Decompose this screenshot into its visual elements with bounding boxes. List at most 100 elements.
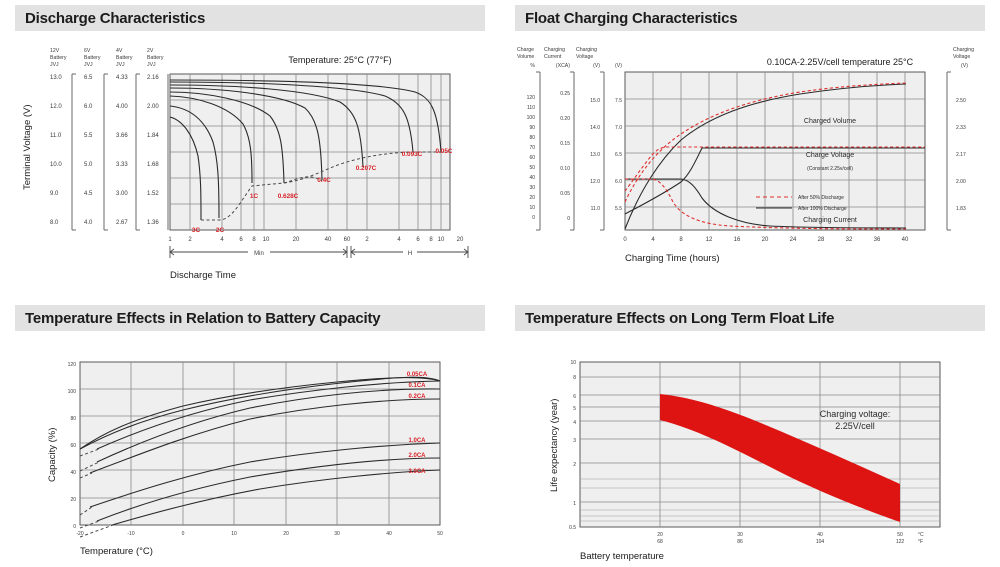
float-y-axis-charge-volume: 120 110 100 90 80 70 60 50 40 30 20 10 0 — [527, 95, 536, 221]
fx-t10: 40 — [902, 237, 909, 243]
lx-f0: 68 — [657, 539, 663, 545]
y-axis-1-header-0: 6V — [84, 48, 91, 54]
fr-t1: 2.33 — [956, 125, 966, 131]
y1-tick-4: 4.5 — [84, 191, 93, 197]
fcv-t2: 13.0 — [590, 152, 600, 158]
cx-t0: -20 — [76, 531, 83, 537]
x-tick-7: 40 — [325, 237, 332, 243]
cx-t1: -10 — [127, 531, 134, 537]
ly-t4: 4 — [573, 420, 576, 426]
y0-tick-1: 12.0 — [50, 104, 62, 110]
fx-t9: 36 — [874, 237, 881, 243]
fx-t8: 32 — [846, 237, 853, 243]
x-tick-5: 10 — [263, 237, 270, 243]
fv-t6: 60 — [529, 155, 535, 161]
y1-tick-0: 6.5 — [84, 75, 93, 81]
y2-tick-4: 3.00 — [116, 191, 128, 197]
lx-f2: 104 — [816, 539, 825, 545]
float-annotations: Charged Volume Charge Voltage (Constant … — [803, 118, 857, 224]
y1-tick-5: 4.0 — [84, 220, 93, 226]
discharge-temperature-note: Temperature: 25°C (77°F) — [288, 55, 391, 65]
life-note-line1: Charging voltage: — [820, 409, 891, 419]
legend-label-100: After 100% Discharge — [798, 206, 847, 212]
x-tick-11: 6 — [416, 237, 420, 243]
ly-t8: 0.5 — [569, 525, 576, 531]
curve-label-0207c: 0.207C — [356, 165, 377, 172]
cx-t6: 40 — [386, 531, 392, 537]
y-axis-3-header-2: JVJ — [147, 62, 156, 68]
fx-t4: 16 — [734, 237, 741, 243]
fv-t10: 20 — [529, 195, 535, 201]
page-title-float: Float Charging Characteristics — [525, 9, 738, 27]
lx-c1: 30 — [737, 532, 743, 538]
life-chart: 10 8 6 5 4 3 2 1 0.5 Life expectancy (ye… — [549, 360, 941, 562]
float-x-ticks: 0 4 8 12 16 20 24 28 32 36 40 — [623, 237, 909, 243]
y-axis-3-header-1: Battery — [147, 55, 164, 61]
y3-tick-1: 2.00 — [147, 104, 159, 110]
y1-tick-3: 5.0 — [84, 162, 93, 168]
y3-tick-0: 2.16 — [147, 75, 159, 81]
y1-tick-1: 6.0 — [84, 104, 93, 110]
fv-t3: 90 — [529, 125, 535, 131]
float-axis-spines — [536, 71, 951, 231]
annot-charge-voltage: Charge Voltage — [806, 152, 854, 159]
float-title-bar: Float Charging Characteristics — [515, 5, 985, 31]
cy-t4: 40 — [70, 470, 76, 476]
y2-tick-1: 4.00 — [116, 104, 128, 110]
float-curves — [624, 82, 925, 230]
range-label-min: Min — [254, 251, 264, 257]
curve-label-0093c: 0.093C — [402, 151, 423, 158]
capacity-gridlines — [80, 362, 440, 525]
discharge-x-axis-label: Discharge Time — [170, 270, 236, 281]
cy-t2: 80 — [70, 416, 76, 422]
y3-tick-4: 1.52 — [147, 191, 159, 197]
panel-discharge-characteristics: Discharge Characteristics 12V Battery JV… — [0, 0, 500, 300]
discharge-y-axis-headers: 12V Battery JVJ 6V Battery JVJ 4V Batter… — [50, 48, 164, 68]
y0-tick-5: 8.0 — [50, 220, 59, 226]
cy-t1: 100 — [68, 389, 77, 395]
fv-t7: 50 — [529, 165, 535, 171]
fv-t12: 0 — [532, 215, 535, 221]
y0-tick-2: 11.0 — [50, 133, 62, 139]
fh0-unit: % — [530, 63, 535, 69]
h-label-bg — [403, 246, 417, 258]
fcv-t4: 11.0 — [591, 206, 601, 212]
lx-c2: 40 — [817, 532, 823, 538]
life-y-ticks: 10 8 6 5 4 3 2 1 0.5 — [569, 360, 576, 531]
fv-t2: 100 — [527, 115, 536, 121]
y-axis-2-header-0: 4V — [116, 48, 123, 54]
y-axis-1-header-2: JVJ — [84, 62, 93, 68]
fh2-0: Charging — [576, 47, 597, 53]
y3-tick-5: 1.36 — [147, 220, 159, 226]
y0-tick-3: 10.0 — [50, 162, 62, 168]
ly-t5: 3 — [573, 438, 576, 444]
fcell-t2: 6.5 — [615, 152, 622, 158]
frh-1: Voltage — [953, 54, 970, 60]
fh2-1: Voltage — [576, 54, 593, 60]
fx-t7: 28 — [818, 237, 825, 243]
discharge-knee-envelope-2 — [283, 151, 441, 184]
fh1-0: Charging — [544, 47, 565, 53]
y-axis-0-header-2: JVJ — [50, 62, 59, 68]
capacity-curve-labels: 0.05CA 0.1CA 0.2CA 1.0CA 2.0CA 3.0CA — [407, 372, 428, 475]
panel-float-life: Temperature Effects on Long Term Float L… — [500, 300, 1000, 567]
curve-label-1c: 1C — [250, 193, 259, 200]
x-tick-8: 60 — [344, 237, 351, 243]
fcv-t3: 12.0 — [590, 179, 600, 185]
y-axis-1-header-1: Battery — [84, 55, 101, 61]
y2-tick-3: 3.33 — [116, 162, 128, 168]
y3-tick-3: 1.68 — [147, 162, 159, 168]
life-note: Charging voltage: 2.25V/cell — [820, 409, 891, 431]
lx-unit-f: °F — [918, 539, 923, 545]
curve-label-04c: 0.4C — [317, 177, 331, 184]
page-title-capacity: Temperature Effects in Relation to Batte… — [25, 309, 381, 327]
y2-tick-2: 3.66 — [116, 133, 128, 139]
fr-t3: 2.00 — [956, 179, 966, 185]
annot-constant-225: (Constant 2.25v/cell) — [807, 166, 853, 172]
capacity-y-ticks: 120 100 80 60 40 20 0 — [68, 362, 77, 530]
cap-label-30ca: 3.0CA — [408, 469, 426, 475]
panel-float-charging-characteristics: Float Charging Characteristics Charge Vo… — [500, 0, 1000, 300]
lx-c0: 20 — [657, 532, 663, 538]
discharge-chart: 12V Battery JVJ 6V Battery JVJ 4V Batter… — [22, 48, 469, 281]
fx-t2: 8 — [679, 237, 683, 243]
